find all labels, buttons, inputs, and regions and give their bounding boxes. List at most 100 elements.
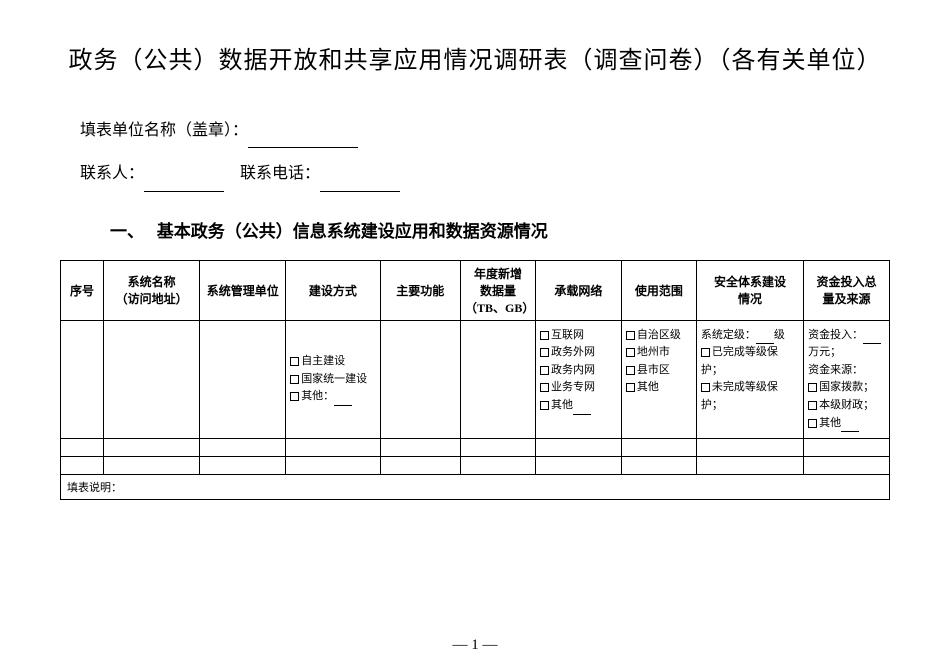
opt-scope-county: 县市区 (637, 364, 670, 376)
cell-empty[interactable] (621, 457, 696, 475)
th-func: 主要功能 (380, 260, 460, 320)
checkbox-icon[interactable] (540, 401, 549, 410)
contact-label: 联系人： (80, 165, 144, 182)
form-fields-block: 填表单位名称（盖章）： 联系人： 联系电话： (80, 113, 890, 191)
checkbox-icon[interactable] (290, 392, 299, 401)
checkbox-icon[interactable] (626, 331, 635, 340)
checkbox-icon[interactable] (290, 357, 299, 366)
opt-sec-undone: 未完成等级保护； (701, 381, 778, 411)
checkbox-icon[interactable] (540, 383, 549, 392)
th-scope: 使用范围 (621, 260, 696, 320)
checkbox-icon[interactable] (701, 348, 710, 357)
cell-empty[interactable] (460, 439, 535, 457)
th-data: 年度新增 数据量 （TB、GB） (460, 260, 535, 320)
checkbox-icon[interactable] (626, 348, 635, 357)
table-header-row: 序号 系统名称 （访问地址） 系统管理单位 建设方式 主要功能 年度新增 数据量… (61, 260, 890, 320)
opt-scope-other: 其他 (637, 381, 659, 393)
opt-net-ext: 政务外网 (551, 346, 595, 358)
opt-fund-other: 其他 (819, 417, 841, 429)
contact-line: 联系人： 联系电话： (80, 156, 890, 191)
cell-empty[interactable] (61, 457, 104, 475)
net-other-input[interactable] (573, 404, 591, 415)
document-title: 政务（公共）数据开放和共享应用情况调研表（调查问卷）（各有关单位） (60, 40, 890, 83)
table-row (61, 457, 890, 475)
cell-sec[interactable]: 系统定级： 级 已完成等级保护； 未完成等级保护； (696, 320, 803, 439)
checkbox-icon[interactable] (540, 366, 549, 375)
cell-func[interactable] (380, 320, 460, 439)
cell-seq[interactable] (61, 320, 104, 439)
opt-fund-local: 本级财政； (819, 399, 874, 411)
table-desc-row: 填表说明： (61, 475, 890, 500)
opt-net-internet: 互联网 (551, 329, 584, 341)
sec-level-suffix: 级 (774, 329, 785, 341)
checkbox-icon[interactable] (290, 375, 299, 384)
table-row: 自主建设 国家统一建设 其他： 互联网 政务外网 政务内网 业务专网 其他 自治… (61, 320, 890, 439)
org-name-input[interactable] (248, 130, 358, 148)
cell-empty[interactable] (621, 439, 696, 457)
checkbox-icon[interactable] (808, 401, 817, 410)
opt-sec-done: 已完成等级保护； (701, 346, 778, 376)
checkbox-icon[interactable] (701, 383, 710, 392)
cell-empty[interactable] (103, 439, 200, 457)
cell-empty[interactable] (696, 457, 803, 475)
th-sec: 安全体系建设 情况 (696, 260, 803, 320)
page-number: — 1 — (0, 637, 950, 654)
fund-invest-label: 资金投入： (808, 329, 863, 341)
sec-level-input[interactable] (756, 333, 774, 344)
sec-level-label: 系统定级： (701, 329, 756, 341)
cell-fund[interactable]: 资金投入： 万元； 资金来源： 国家拨款； 本级财政； 其他 (804, 320, 890, 439)
checkbox-icon[interactable] (540, 331, 549, 340)
fund-invest-input[interactable] (863, 333, 881, 344)
desc-cell[interactable]: 填表说明： (61, 475, 890, 500)
cell-empty[interactable] (61, 439, 104, 457)
fund-source-label: 资金来源： (808, 364, 863, 376)
cell-empty[interactable] (536, 457, 622, 475)
cell-empty[interactable] (380, 439, 460, 457)
phone-label: 联系电话： (240, 165, 320, 182)
cell-mgmt[interactable] (200, 320, 286, 439)
cell-empty[interactable] (804, 439, 890, 457)
cell-empty[interactable] (200, 457, 286, 475)
th-seq: 序号 (61, 260, 104, 320)
build-other-input[interactable] (334, 395, 352, 406)
org-name-label: 填表单位名称（盖章）： (80, 122, 248, 139)
cell-empty[interactable] (200, 439, 286, 457)
th-fund: 资金投入总 量及来源 (804, 260, 890, 320)
phone-input[interactable] (320, 174, 400, 192)
opt-build-self: 自主建设 (301, 355, 345, 367)
checkbox-icon[interactable] (808, 419, 817, 428)
cell-empty[interactable] (460, 457, 535, 475)
opt-fund-national: 国家拨款； (819, 381, 874, 393)
cell-name[interactable] (103, 320, 200, 439)
desc-label: 填表说明： (67, 482, 122, 494)
contact-input[interactable] (144, 174, 224, 192)
section-heading: 一、 基本政务（公共）信息系统建设应用和数据资源情况 (110, 217, 890, 242)
opt-net-other: 其他 (551, 399, 573, 411)
cell-data[interactable] (460, 320, 535, 439)
cell-net[interactable]: 互联网 政务外网 政务内网 业务专网 其他 (536, 320, 622, 439)
cell-empty[interactable] (103, 457, 200, 475)
survey-table: 序号 系统名称 （访问地址） 系统管理单位 建设方式 主要功能 年度新增 数据量… (60, 260, 890, 501)
fund-other-input[interactable] (841, 421, 859, 432)
checkbox-icon[interactable] (808, 383, 817, 392)
checkbox-icon[interactable] (626, 383, 635, 392)
cell-empty[interactable] (286, 457, 380, 475)
cell-scope[interactable]: 自治区级 地州市 县市区 其他 (621, 320, 696, 439)
cell-empty[interactable] (804, 457, 890, 475)
org-name-line: 填表单位名称（盖章）： (80, 113, 890, 148)
checkbox-icon[interactable] (540, 348, 549, 357)
th-build: 建设方式 (286, 260, 380, 320)
cell-empty[interactable] (536, 439, 622, 457)
opt-build-other: 其他： (301, 390, 334, 402)
checkbox-icon[interactable] (626, 366, 635, 375)
cell-empty[interactable] (380, 457, 460, 475)
cell-empty[interactable] (286, 439, 380, 457)
opt-scope-region: 自治区级 (637, 329, 681, 341)
opt-scope-prefecture: 地州市 (637, 346, 670, 358)
table-row (61, 439, 890, 457)
opt-net-biz: 业务专网 (551, 381, 595, 393)
th-mgmt: 系统管理单位 (200, 260, 286, 320)
fund-invest-unit: 万元； (808, 346, 841, 358)
cell-empty[interactable] (696, 439, 803, 457)
cell-build[interactable]: 自主建设 国家统一建设 其他： (286, 320, 380, 439)
